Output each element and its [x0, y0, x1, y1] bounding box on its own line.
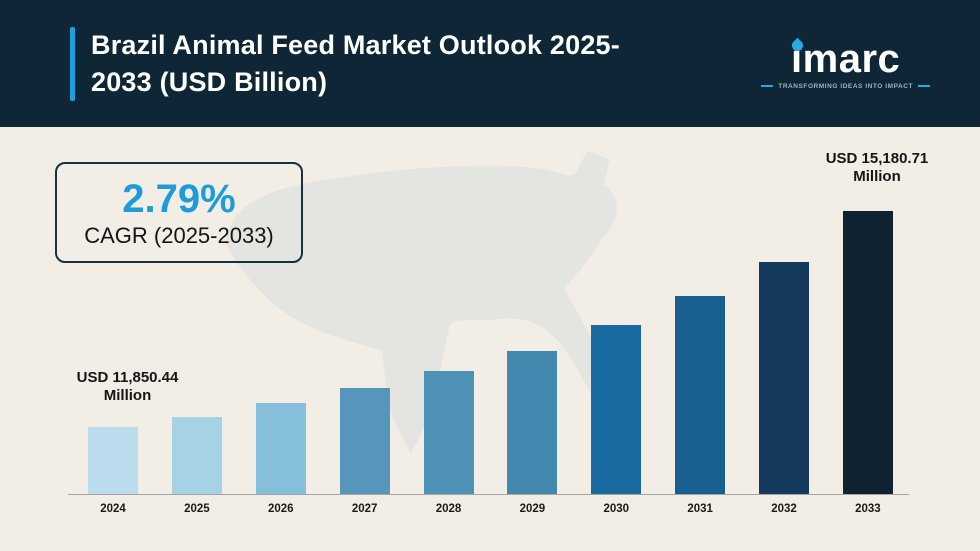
tagline-dash-right	[918, 85, 930, 87]
bar-2033	[842, 211, 893, 494]
x-axis-baseline	[68, 494, 909, 495]
x-axis-label: 2028	[435, 503, 462, 515]
callout-last-line2: Million	[853, 168, 901, 185]
bar-columns: 2024 2025 2026 2027 2028 2029 2030 2031 2032 2033	[88, 211, 893, 524]
x-axis-label: 2026	[267, 503, 294, 515]
x-axis-label: 2031	[687, 503, 713, 515]
x-axis-label: 2025	[184, 503, 210, 515]
cagr-value: 2.79%	[122, 176, 236, 221]
x-axis-label: 2033	[855, 503, 881, 515]
title-accent-bar	[70, 26, 75, 101]
bar-2027	[339, 388, 390, 494]
bar-column: 2032	[759, 211, 809, 524]
bar-column: 2025	[171, 211, 222, 524]
x-axis-label: 2030	[603, 503, 630, 515]
bar-2024	[88, 427, 138, 494]
bar-2031	[675, 296, 726, 494]
callout-first-line2: Million	[103, 387, 152, 404]
callout-last-value: USD 15,180.71 Million	[802, 150, 952, 186]
page-title: Brazil Animal Feed Market Outlook 2025-2…	[91, 29, 620, 97]
logo-tagline: TRANSFORMING IDEAS INTO IMPACT	[761, 83, 930, 90]
tagline-dash-left	[761, 85, 774, 87]
tagline-text: TRANSFORMING IDEAS INTO IMPACT	[778, 82, 913, 90]
bar-column: 2029	[507, 211, 558, 524]
bar-column: 2026	[255, 211, 306, 524]
bar-column: 2030	[591, 211, 642, 524]
header: Brazil Animal Feed Market Outlook 2025-2…	[0, 0, 980, 127]
bar-column: 2031	[675, 211, 726, 524]
bar-2028	[423, 371, 474, 494]
x-axis-label: 2029	[519, 503, 546, 515]
usa-map-silhouette	[224, 150, 622, 454]
x-axis-label: 2027	[351, 503, 378, 515]
logo-text: ımarc	[791, 36, 901, 81]
bar-column: 2027	[339, 211, 390, 524]
bar-column: 2028	[423, 211, 474, 524]
bar-column: 2024	[88, 211, 138, 524]
title-block: Brazil Animal Feed Market Outlook 2025-2…	[70, 26, 651, 101]
bar-2025	[171, 417, 222, 494]
logo-wordmark: ımarc	[789, 36, 901, 81]
cagr-label: CAGR (2025-2033)	[84, 222, 274, 248]
x-axis-label: 2024	[100, 503, 126, 515]
callout-last-line1: USD 15,180.71	[825, 150, 929, 167]
bar-chart: 2024 2025 2026 2027 2028 2029 2030 2031 2032 2033	[68, 211, 909, 524]
bar-2029	[507, 351, 558, 494]
bar-column: 2033	[842, 211, 893, 524]
callout-first-value: USD 11,850.44 Million	[55, 369, 200, 405]
bar-2032	[759, 262, 809, 494]
callout-first-line1: USD 11,850.44	[76, 369, 179, 386]
imarc-logo: ımarc TRANSFORMING IDEAS INTO IMPACT	[761, 36, 930, 90]
bar-2030	[591, 325, 642, 494]
bar-2026	[255, 403, 306, 494]
x-axis-label: 2032	[771, 503, 797, 515]
cagr-box: 2.79% CAGR (2025-2033)	[55, 162, 303, 263]
